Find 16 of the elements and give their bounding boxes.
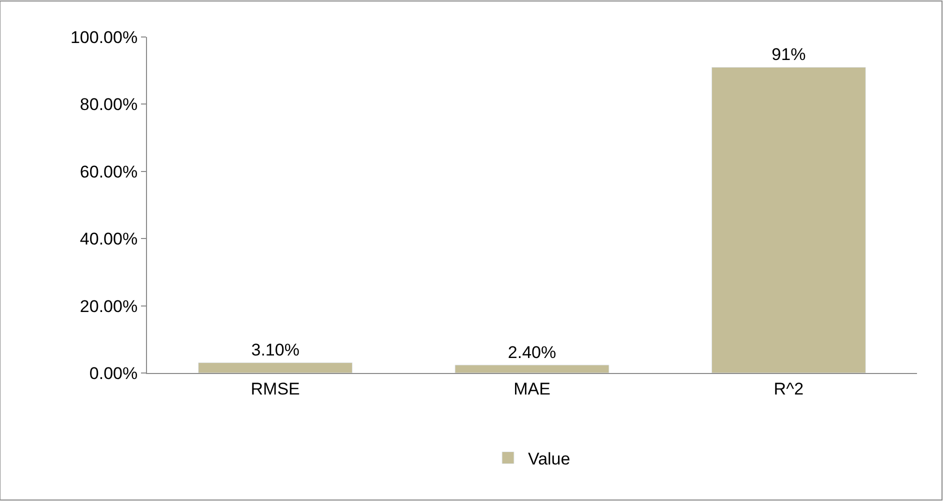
x-tick-label: MAE [514, 379, 550, 398]
data-label: 2.40% [508, 342, 556, 362]
bar [711, 66, 866, 373]
y-tick-label: 60.00% [80, 162, 138, 182]
y-tick-label: 0.00% [89, 364, 138, 383]
x-tick-label: RMSE [250, 379, 300, 398]
y-tick-label: 20.00% [80, 296, 138, 316]
legend-label: Value [528, 449, 570, 468]
y-tick-label: 40.00% [80, 230, 138, 249]
y-tick-label: 100.00% [70, 28, 138, 47]
bar [198, 362, 353, 373]
bar [454, 364, 610, 373]
y-tick-label: 80.00% [80, 95, 138, 114]
data-label: 91% [772, 45, 806, 64]
x-tick-label: R^2 [774, 379, 804, 398]
data-label: 3.10% [251, 340, 300, 360]
